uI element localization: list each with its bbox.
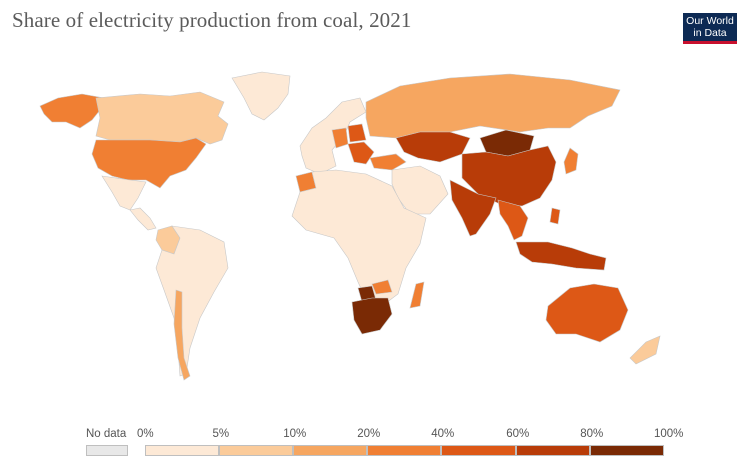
legend-nodata-swatch[interactable] xyxy=(86,445,128,456)
region-turkey[interactable] xyxy=(369,153,407,171)
region-chile[interactable] xyxy=(173,289,191,381)
region-kazakhstan[interactable] xyxy=(395,131,471,163)
legend-bin-1[interactable] xyxy=(219,445,293,456)
legend-tick-label: 0% xyxy=(137,428,154,440)
region-philippines[interactable] xyxy=(549,207,561,225)
owid-logo[interactable]: Our World in Data xyxy=(683,13,737,44)
region-zimbabwe[interactable] xyxy=(371,279,393,295)
region-western-europe[interactable] xyxy=(299,97,367,175)
legend-tick-label: 10% xyxy=(283,428,307,440)
region-india[interactable] xyxy=(449,179,497,237)
region-africa[interactable] xyxy=(291,169,427,307)
legend-bin-4[interactable] xyxy=(441,445,516,456)
legend-bin-3[interactable] xyxy=(367,445,441,456)
region-south-america[interactable] xyxy=(155,225,229,377)
region-russia[interactable] xyxy=(365,73,621,139)
region-mexico[interactable] xyxy=(101,175,147,211)
region-balkans[interactable] xyxy=(347,141,375,165)
legend-tick-label: 5% xyxy=(212,428,230,440)
region-japan[interactable] xyxy=(563,147,579,175)
logo-line-1: Our World xyxy=(686,15,734,27)
legend-nodata-label: No data xyxy=(86,428,127,440)
region-indonesia[interactable] xyxy=(515,241,607,271)
region-new-zealand[interactable] xyxy=(629,335,661,365)
legend-tick-label: 60% xyxy=(506,428,530,440)
legend-bin-2[interactable] xyxy=(293,445,367,456)
region-united-states[interactable] xyxy=(91,137,207,189)
region-australia[interactable] xyxy=(545,283,629,343)
chart-title: Share of electricity production from coa… xyxy=(12,8,412,32)
legend-bin-5[interactable] xyxy=(516,445,590,456)
region-greenland[interactable] xyxy=(231,71,291,121)
world-map xyxy=(39,71,661,381)
legend-tick-label: 40% xyxy=(431,428,455,440)
region-middle-east[interactable] xyxy=(391,165,449,215)
region-southeast-asia[interactable] xyxy=(497,199,529,241)
region-alaska[interactable] xyxy=(39,93,105,129)
region-poland[interactable] xyxy=(347,123,367,143)
region-canada[interactable] xyxy=(95,91,229,145)
legend-bin-6[interactable] xyxy=(590,445,664,456)
region-madagascar[interactable] xyxy=(409,281,425,309)
region-central-america[interactable] xyxy=(129,207,157,231)
legend-tick-label: 100% xyxy=(654,428,684,440)
region-south-africa[interactable] xyxy=(351,297,393,335)
legend-tick-label: 80% xyxy=(580,428,604,440)
legend-bin-0[interactable] xyxy=(145,445,219,456)
logo-line-2: in Data xyxy=(693,27,727,39)
legend-tick-label: 20% xyxy=(357,428,381,440)
